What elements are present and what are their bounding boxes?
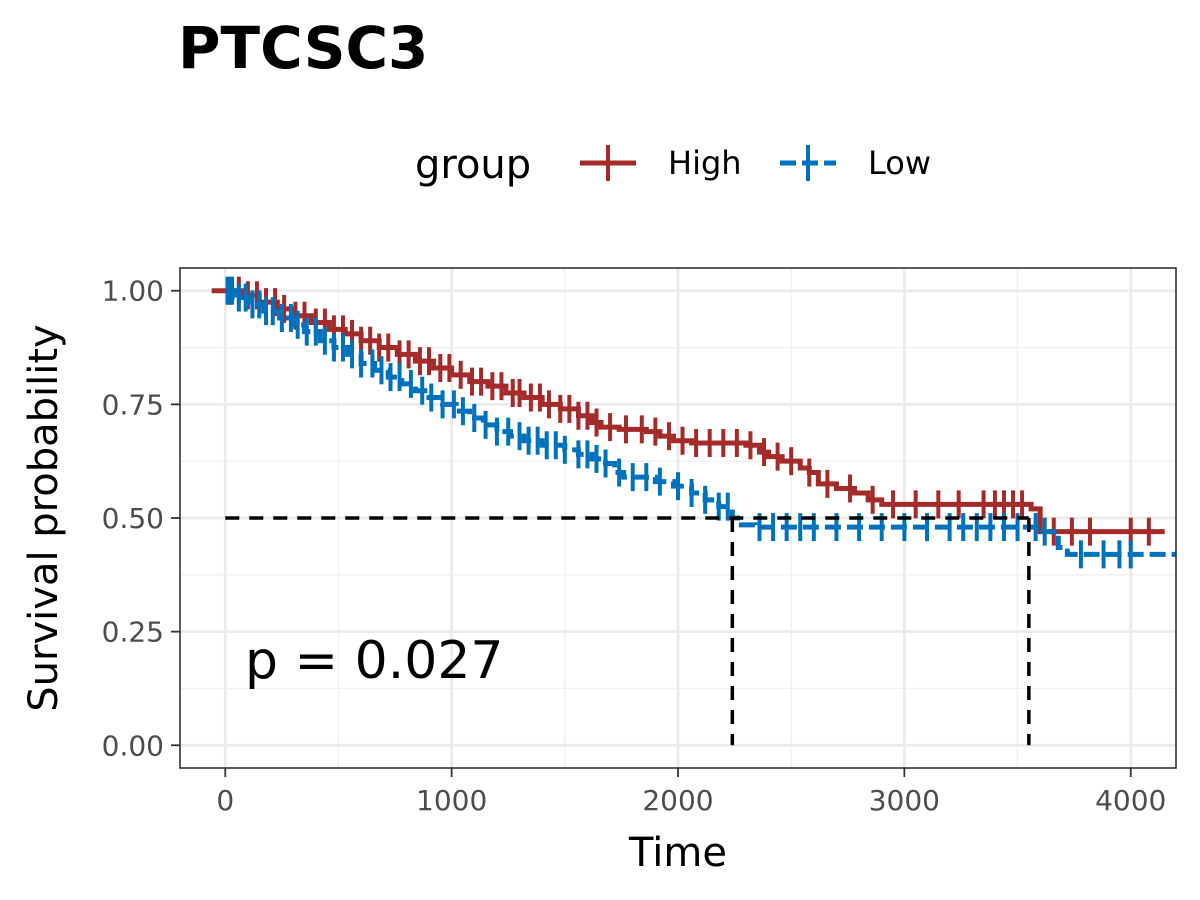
x-tick-label: 2000 — [642, 784, 713, 817]
y-axis: 0.00 0.25 0.50 0.75 1.00 — [102, 275, 180, 762]
y-tick-label: 0.25 — [102, 616, 164, 649]
x-axis-title: Time — [628, 830, 727, 876]
plot-area — [179, 267, 1177, 769]
x-tick-label: 4000 — [1095, 784, 1166, 817]
series-low — [225, 276, 1176, 569]
y-tick-label: 0.75 — [102, 388, 164, 421]
x-axis: 0 1000 2000 3000 4000 — [216, 768, 1166, 817]
series-layer — [211, 276, 1176, 569]
y-tick-label: 0.00 — [102, 729, 164, 762]
x-tick-label: 1000 — [416, 784, 487, 817]
median-lines — [225, 516, 1031, 746]
y-tick-label: 1.00 — [102, 275, 164, 308]
y-axis-title: Survival probability — [21, 324, 67, 711]
legend: group High Low — [415, 142, 931, 188]
y-tick-label: 0.50 — [102, 502, 164, 535]
x-tick-label: 0 — [216, 784, 234, 817]
legend-item-high: High — [580, 144, 742, 182]
legend-label-low: Low — [868, 144, 931, 182]
chart-title: PTCSC3 — [178, 14, 428, 82]
legend-title: group — [415, 142, 531, 188]
survival-curve-low — [225, 288, 1176, 557]
legend-label-high: High — [668, 144, 742, 182]
x-tick-label: 3000 — [869, 784, 940, 817]
p-value-annotation: p = 0.027 — [245, 631, 504, 691]
legend-item-low: Low — [780, 144, 931, 182]
